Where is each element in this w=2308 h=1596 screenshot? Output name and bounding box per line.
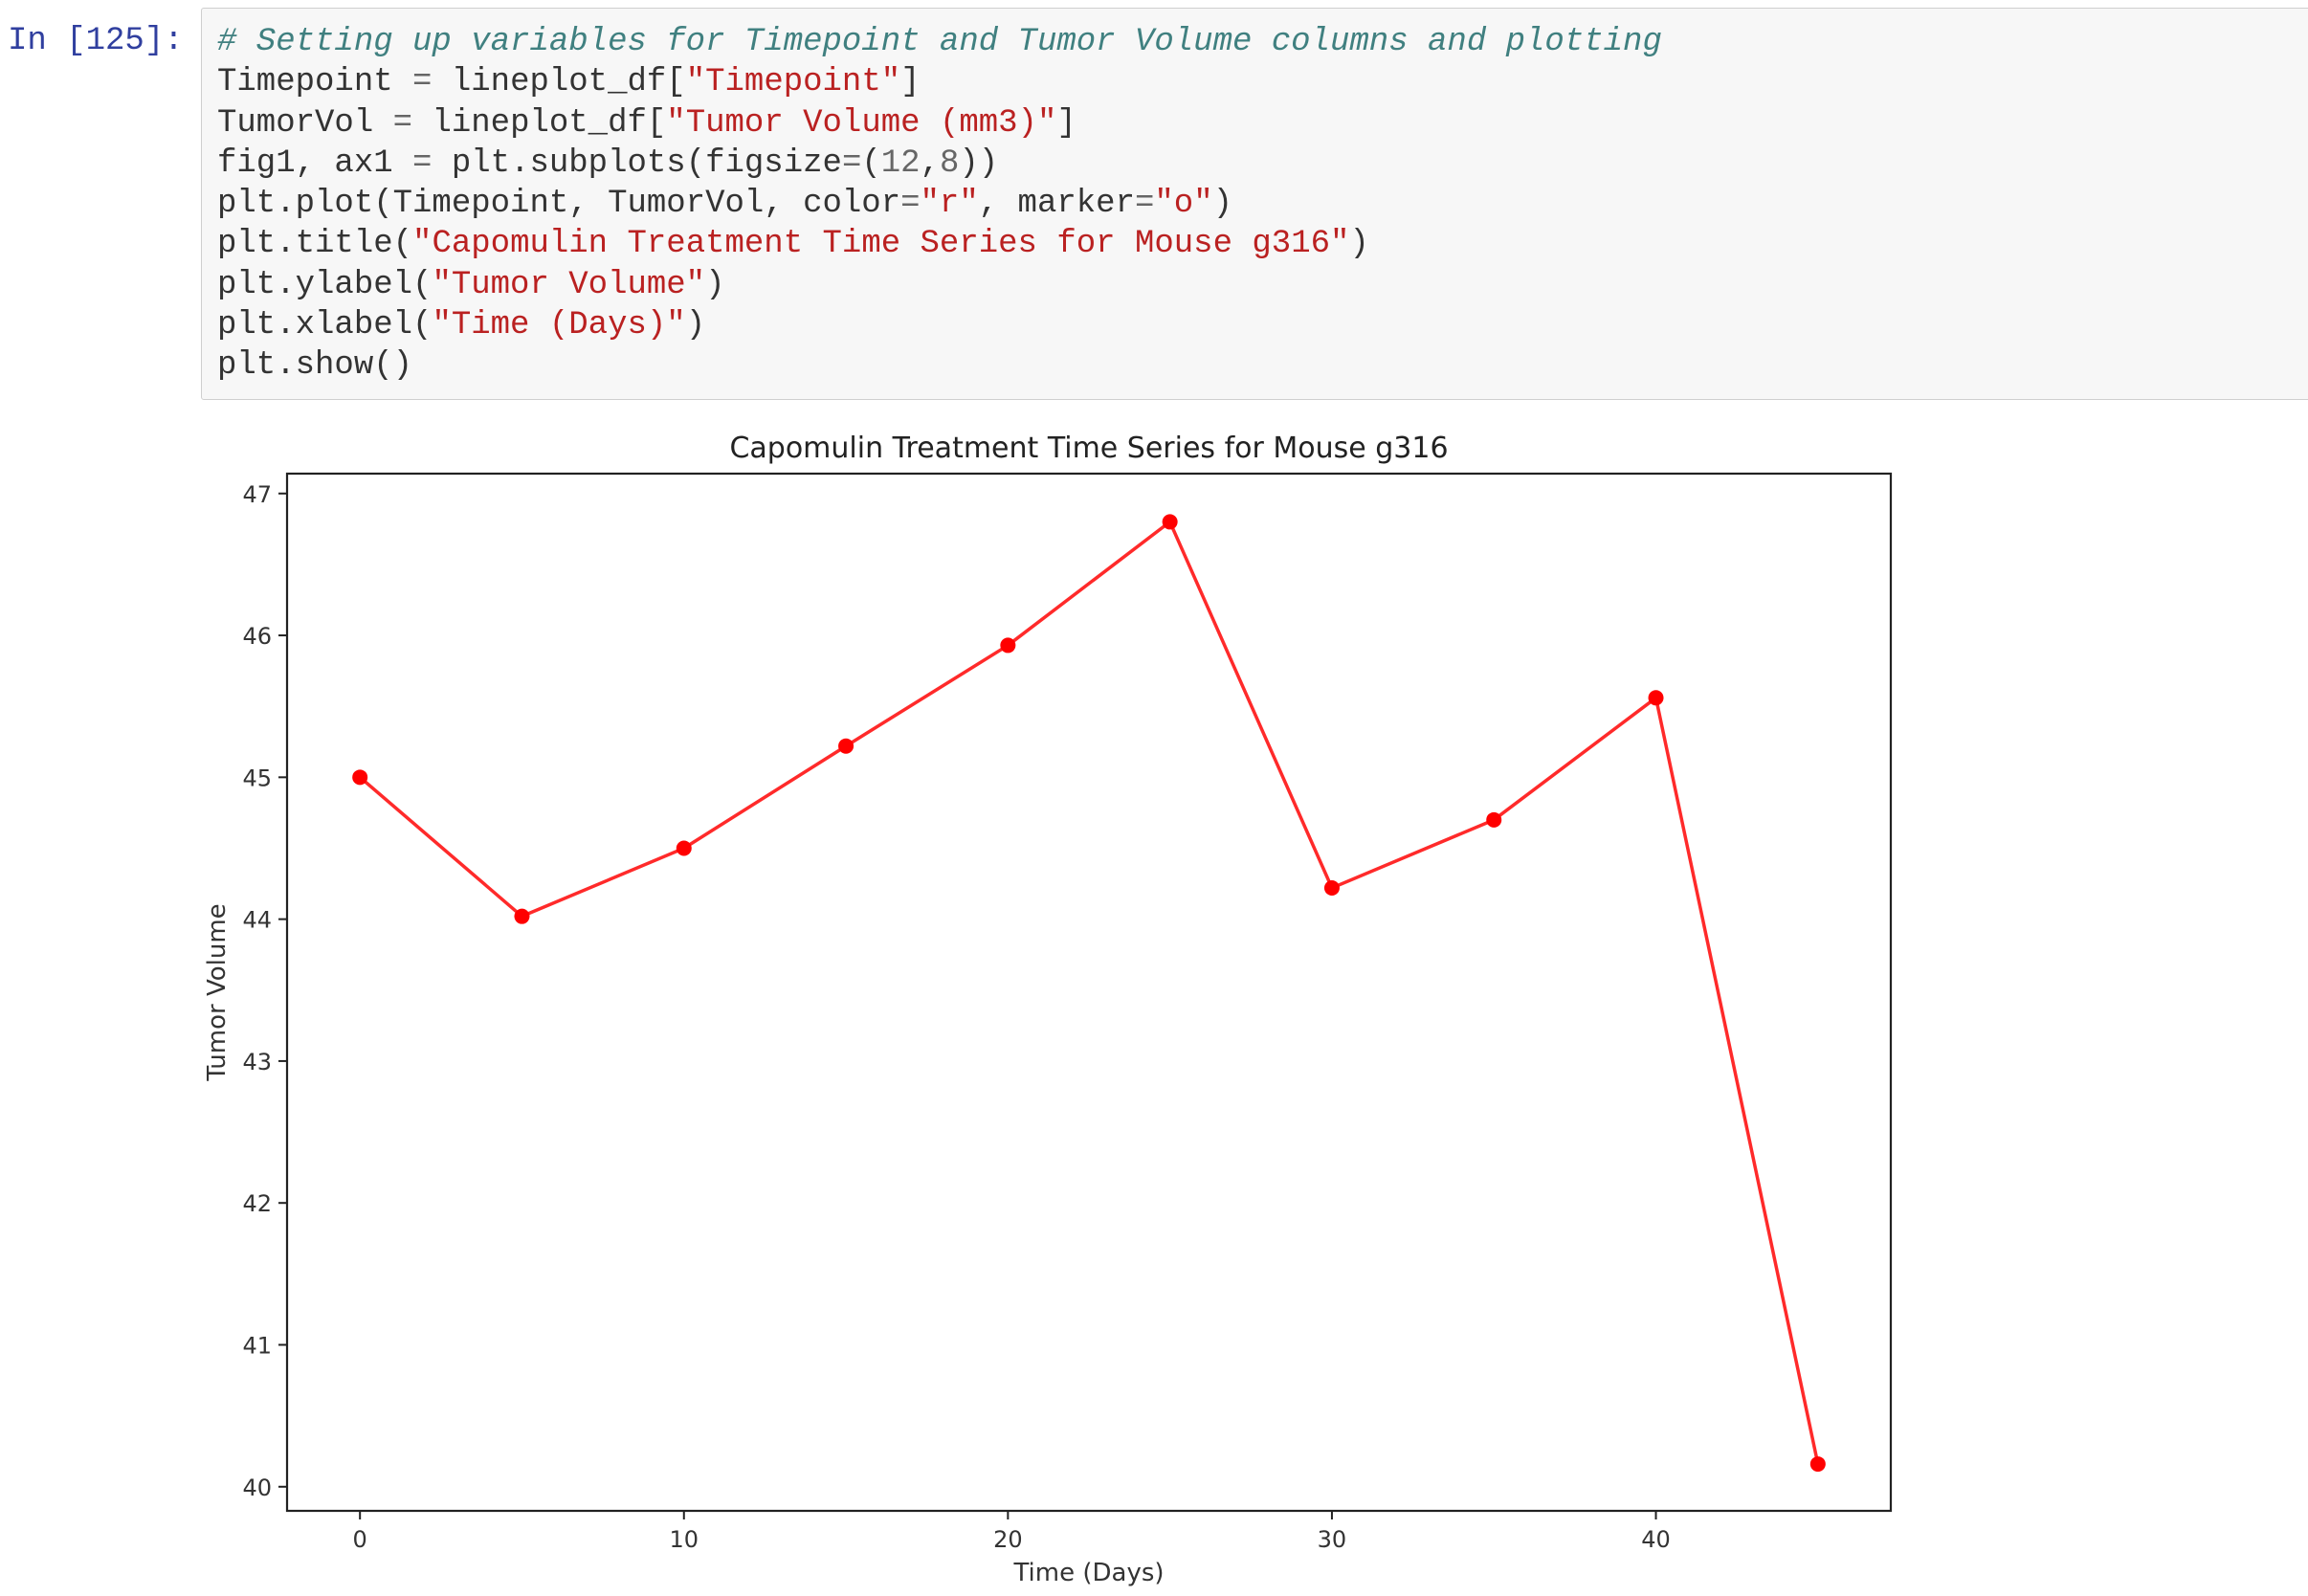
code-token: plt.plot(Timepoint, TumorVol, color — [217, 186, 901, 223]
code-token: fig1, ax1 — [217, 144, 413, 182]
code-token: "Capomulin Treatment Time Series for Mou… — [412, 226, 1350, 263]
code-line: plt.plot(Timepoint, TumorVol, color="r",… — [217, 186, 1232, 222]
code-token: = — [841, 144, 862, 182]
code-token: = — [900, 186, 921, 223]
code-token: ) — [1212, 186, 1233, 223]
code-cell[interactable]: # Setting up variables for Timepoint and… — [201, 8, 2308, 400]
data-point — [1000, 637, 1016, 654]
code-token: "r" — [920, 186, 979, 223]
y-axis-label: Tumor Volume — [203, 903, 232, 1081]
code-token: plt.show() — [217, 347, 413, 385]
x-tick-label: 10 — [669, 1526, 699, 1553]
code-token: ) — [685, 307, 706, 344]
x-tick-label: 40 — [1641, 1526, 1671, 1553]
code-token: , marker — [978, 186, 1135, 223]
code-token: = — [392, 104, 413, 142]
code-token: )) — [959, 144, 999, 182]
code-line: fig1, ax1 = plt.subplots(figsize=(12,8)) — [217, 145, 998, 182]
y-tick-label: 46 — [242, 623, 272, 650]
data-point — [1486, 811, 1502, 828]
code-line: TumorVol = lineplot_df["Tumor Volume (mm… — [217, 105, 1076, 142]
y-tick-label: 42 — [242, 1190, 272, 1217]
code-token: , — [920, 144, 940, 182]
code-token: lineplot_df[ — [412, 104, 667, 142]
x-axis-label: Time (Days) — [1012, 1559, 1164, 1587]
code-line: plt.title("Capomulin Treatment Time Seri… — [217, 226, 1369, 262]
code-line: plt.xlabel("Time (Days)") — [217, 307, 705, 344]
data-point — [1323, 880, 1340, 897]
x-tick-label: 30 — [1318, 1526, 1347, 1553]
data-point — [1162, 514, 1178, 530]
code-token: = — [412, 64, 433, 101]
code-token: ] — [1056, 104, 1076, 142]
data-point — [1648, 690, 1664, 706]
data-point — [838, 738, 854, 754]
data-point — [352, 769, 368, 786]
code-token: plt.ylabel( — [217, 266, 433, 303]
code-line: Timepoint = lineplot_df["Timepoint"] — [217, 64, 921, 100]
code-token: "Time (Days)" — [432, 307, 686, 344]
code-line: plt.show() — [217, 347, 412, 384]
code-token: plt.title( — [217, 226, 413, 263]
series-line — [359, 520, 1820, 1465]
cell-prompt: In [125]: — [8, 23, 184, 59]
plot-frame — [285, 472, 1893, 1513]
code-editor[interactable]: # Setting up variables for Timepoint and… — [217, 22, 1662, 387]
data-point — [676, 840, 692, 856]
code-token: TumorVol — [217, 104, 393, 142]
code-token: ( — [861, 144, 881, 182]
code-line: plt.ylabel("Tumor Volume") — [217, 267, 725, 303]
code-token: # Setting up variables for Timepoint and… — [217, 24, 1662, 60]
y-tick-label: 41 — [242, 1333, 272, 1360]
code-token: "Tumor Volume (mm3)" — [666, 104, 1057, 142]
y-tick-label: 40 — [242, 1474, 272, 1501]
code-token: = — [412, 144, 433, 182]
code-token: "Tumor Volume" — [432, 266, 706, 303]
y-tick-label: 47 — [242, 481, 272, 508]
code-token: 12 — [880, 144, 921, 182]
code-token: ) — [1349, 226, 1369, 263]
x-tick-label: 20 — [993, 1526, 1023, 1553]
data-point — [1809, 1456, 1826, 1473]
y-tick-label: 44 — [242, 907, 272, 934]
line-chart: Capomulin Treatment Time Series for Mous… — [203, 432, 1893, 1587]
code-token: plt.xlabel( — [217, 307, 433, 344]
code-line: # Setting up variables for Timepoint and… — [217, 24, 1662, 60]
data-point — [514, 908, 530, 924]
y-tick-label: 45 — [242, 765, 272, 791]
code-token: "Timepoint" — [685, 64, 901, 101]
code-token: lineplot_df[ — [432, 64, 686, 101]
chart-title: Capomulin Treatment Time Series for Mous… — [729, 432, 1448, 465]
cell-output: Capomulin Treatment Time Series for Mous… — [191, 411, 1914, 1596]
y-tick-label: 43 — [242, 1049, 272, 1075]
code-token: 8 — [939, 144, 960, 182]
code-token: ) — [705, 266, 725, 303]
code-token: Timepoint — [217, 64, 413, 101]
code-token: plt.subplots(figsize — [432, 144, 842, 182]
code-token: "o" — [1154, 186, 1213, 223]
code-token: ] — [900, 64, 921, 101]
code-token: = — [1134, 186, 1155, 223]
x-tick-label: 0 — [353, 1526, 367, 1553]
